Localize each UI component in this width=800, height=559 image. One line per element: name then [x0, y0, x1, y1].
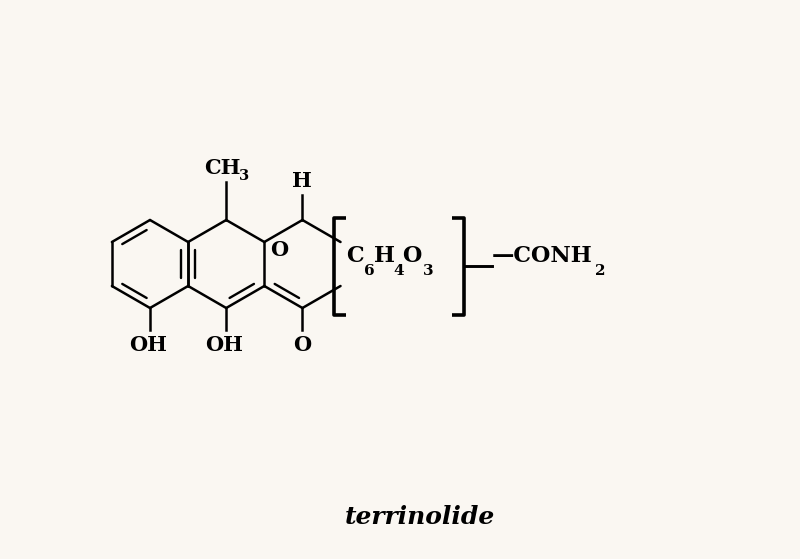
- Text: 3: 3: [238, 169, 249, 183]
- Text: H: H: [293, 171, 312, 191]
- Text: OH: OH: [206, 335, 243, 355]
- Text: 2: 2: [594, 264, 605, 278]
- Text: O: O: [402, 245, 422, 267]
- Text: 6: 6: [364, 264, 374, 278]
- Text: O: O: [270, 240, 289, 260]
- Text: O: O: [294, 335, 311, 355]
- Text: C: C: [346, 245, 364, 267]
- Text: 3: 3: [423, 264, 434, 278]
- Text: terrinolide: terrinolide: [345, 505, 495, 529]
- Text: CH: CH: [204, 158, 241, 178]
- Text: OH: OH: [129, 335, 167, 355]
- Text: —CONH: —CONH: [492, 245, 593, 267]
- Text: 4: 4: [393, 264, 404, 278]
- Text: H: H: [374, 245, 394, 267]
